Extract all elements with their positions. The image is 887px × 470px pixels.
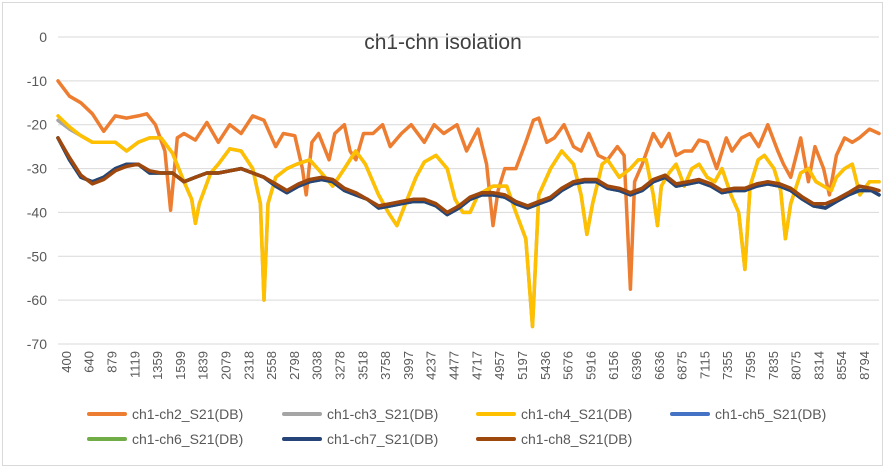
x-tick-label: 6156 (606, 351, 621, 380)
x-tick-label: 7115 (697, 351, 712, 379)
x-tick-label: 8075 (789, 351, 804, 380)
x-tick-label: 5676 (561, 351, 576, 380)
y-tick-label: -30 (27, 161, 47, 177)
legend-label-ch1-ch5-s21-db: ch1-ch5_S21(DB) (715, 406, 826, 422)
x-tick-label: 5197 (515, 351, 530, 380)
x-tick-label: 879 (104, 351, 119, 373)
series-line-ch1-ch3-s21-db (56, 118, 881, 329)
y-tick-label: -20 (27, 117, 47, 133)
legend-label-ch1-ch6-s21-db: ch1-ch6_S21(DB) (132, 431, 243, 447)
x-tick-label: 5436 (538, 351, 553, 380)
x-tick-label: 2558 (264, 351, 279, 380)
y-tick-label: 0 (39, 29, 47, 45)
y-tick-label: -50 (27, 248, 47, 264)
x-tick-label: 6636 (652, 351, 667, 380)
x-tick-label: 2079 (218, 351, 233, 380)
x-tick-label: 3758 (378, 351, 393, 380)
x-tick-label: 1119 (127, 351, 142, 378)
y-tick-label: -10 (27, 73, 47, 89)
legend-label-ch1-ch3-s21-db: ch1-ch3_S21(DB) (327, 406, 438, 422)
x-tick-label: 6875 (675, 351, 690, 380)
x-tick-label: 5916 (583, 351, 598, 380)
x-tick-label: 7835 (766, 351, 781, 380)
x-tick-label: 7355 (720, 351, 735, 380)
x-tick-label: 7595 (743, 351, 758, 380)
x-tick-label: 3518 (355, 351, 370, 380)
x-tick-label: 1839 (196, 351, 211, 380)
series-line-ch1-ch8-s21-db (56, 136, 881, 215)
x-tick-label: 8794 (857, 351, 872, 380)
x-tick-label: 3038 (310, 351, 325, 380)
series-lines (56, 79, 881, 329)
series-line-ch1-ch4-s21-db (56, 114, 881, 329)
x-tick-label: 1359 (150, 351, 165, 380)
x-tick-label: 640 (82, 351, 97, 373)
x-tick-label: 1599 (173, 351, 188, 380)
x-tick-label: 4957 (492, 351, 507, 380)
x-tick-label: 400 (59, 351, 74, 373)
x-tick-label: 4477 (447, 351, 462, 380)
y-tick-label: -60 (27, 292, 47, 308)
y-axis-ticks: 0 -10 -20 -30 -40 -50 -60 -70 (27, 29, 47, 352)
x-tick-label: 6396 (629, 351, 644, 380)
x-tick-label: 2798 (287, 351, 302, 380)
legend-label-ch1-ch2-s21-db: ch1-ch2_S21(DB) (132, 406, 243, 422)
gridlines (58, 36, 879, 345)
x-tick-label: 4717 (469, 351, 484, 380)
series-line-ch1-ch2-s21-db (56, 79, 881, 291)
legend-label-ch1-ch7-s21-db: ch1-ch7_S21(DB) (327, 431, 438, 447)
legend: ch1-ch2_S21(DB) ch1-ch3_S21(DB) ch1-ch4_S2… (87, 406, 826, 447)
x-tick-label: 2318 (241, 351, 256, 380)
x-tick-label: 8554 (834, 351, 849, 380)
x-tick-label: 3997 (401, 351, 416, 380)
chart-title: ch1-chn isolation (364, 31, 522, 54)
line-chart: ch1-chn isolation 0 -10 -20 -30 -40 -50 -60 -70… (27, 29, 881, 447)
legend-label-ch1-ch4-s21-db: ch1-ch4_S21(DB) (521, 406, 632, 422)
y-tick-label: -70 (27, 336, 47, 352)
x-axis-ticks: 400 640 879 1119 1359 1599 1839 2079 2318 2558 279… (59, 351, 872, 380)
legend-label-ch1-ch8-s21-db: ch1-ch8_S21(DB) (521, 431, 632, 447)
x-tick-label: 3278 (333, 351, 348, 380)
y-tick-label: -40 (27, 204, 47, 220)
x-tick-label: 8314 (811, 351, 826, 380)
x-tick-label: 4237 (424, 351, 439, 380)
